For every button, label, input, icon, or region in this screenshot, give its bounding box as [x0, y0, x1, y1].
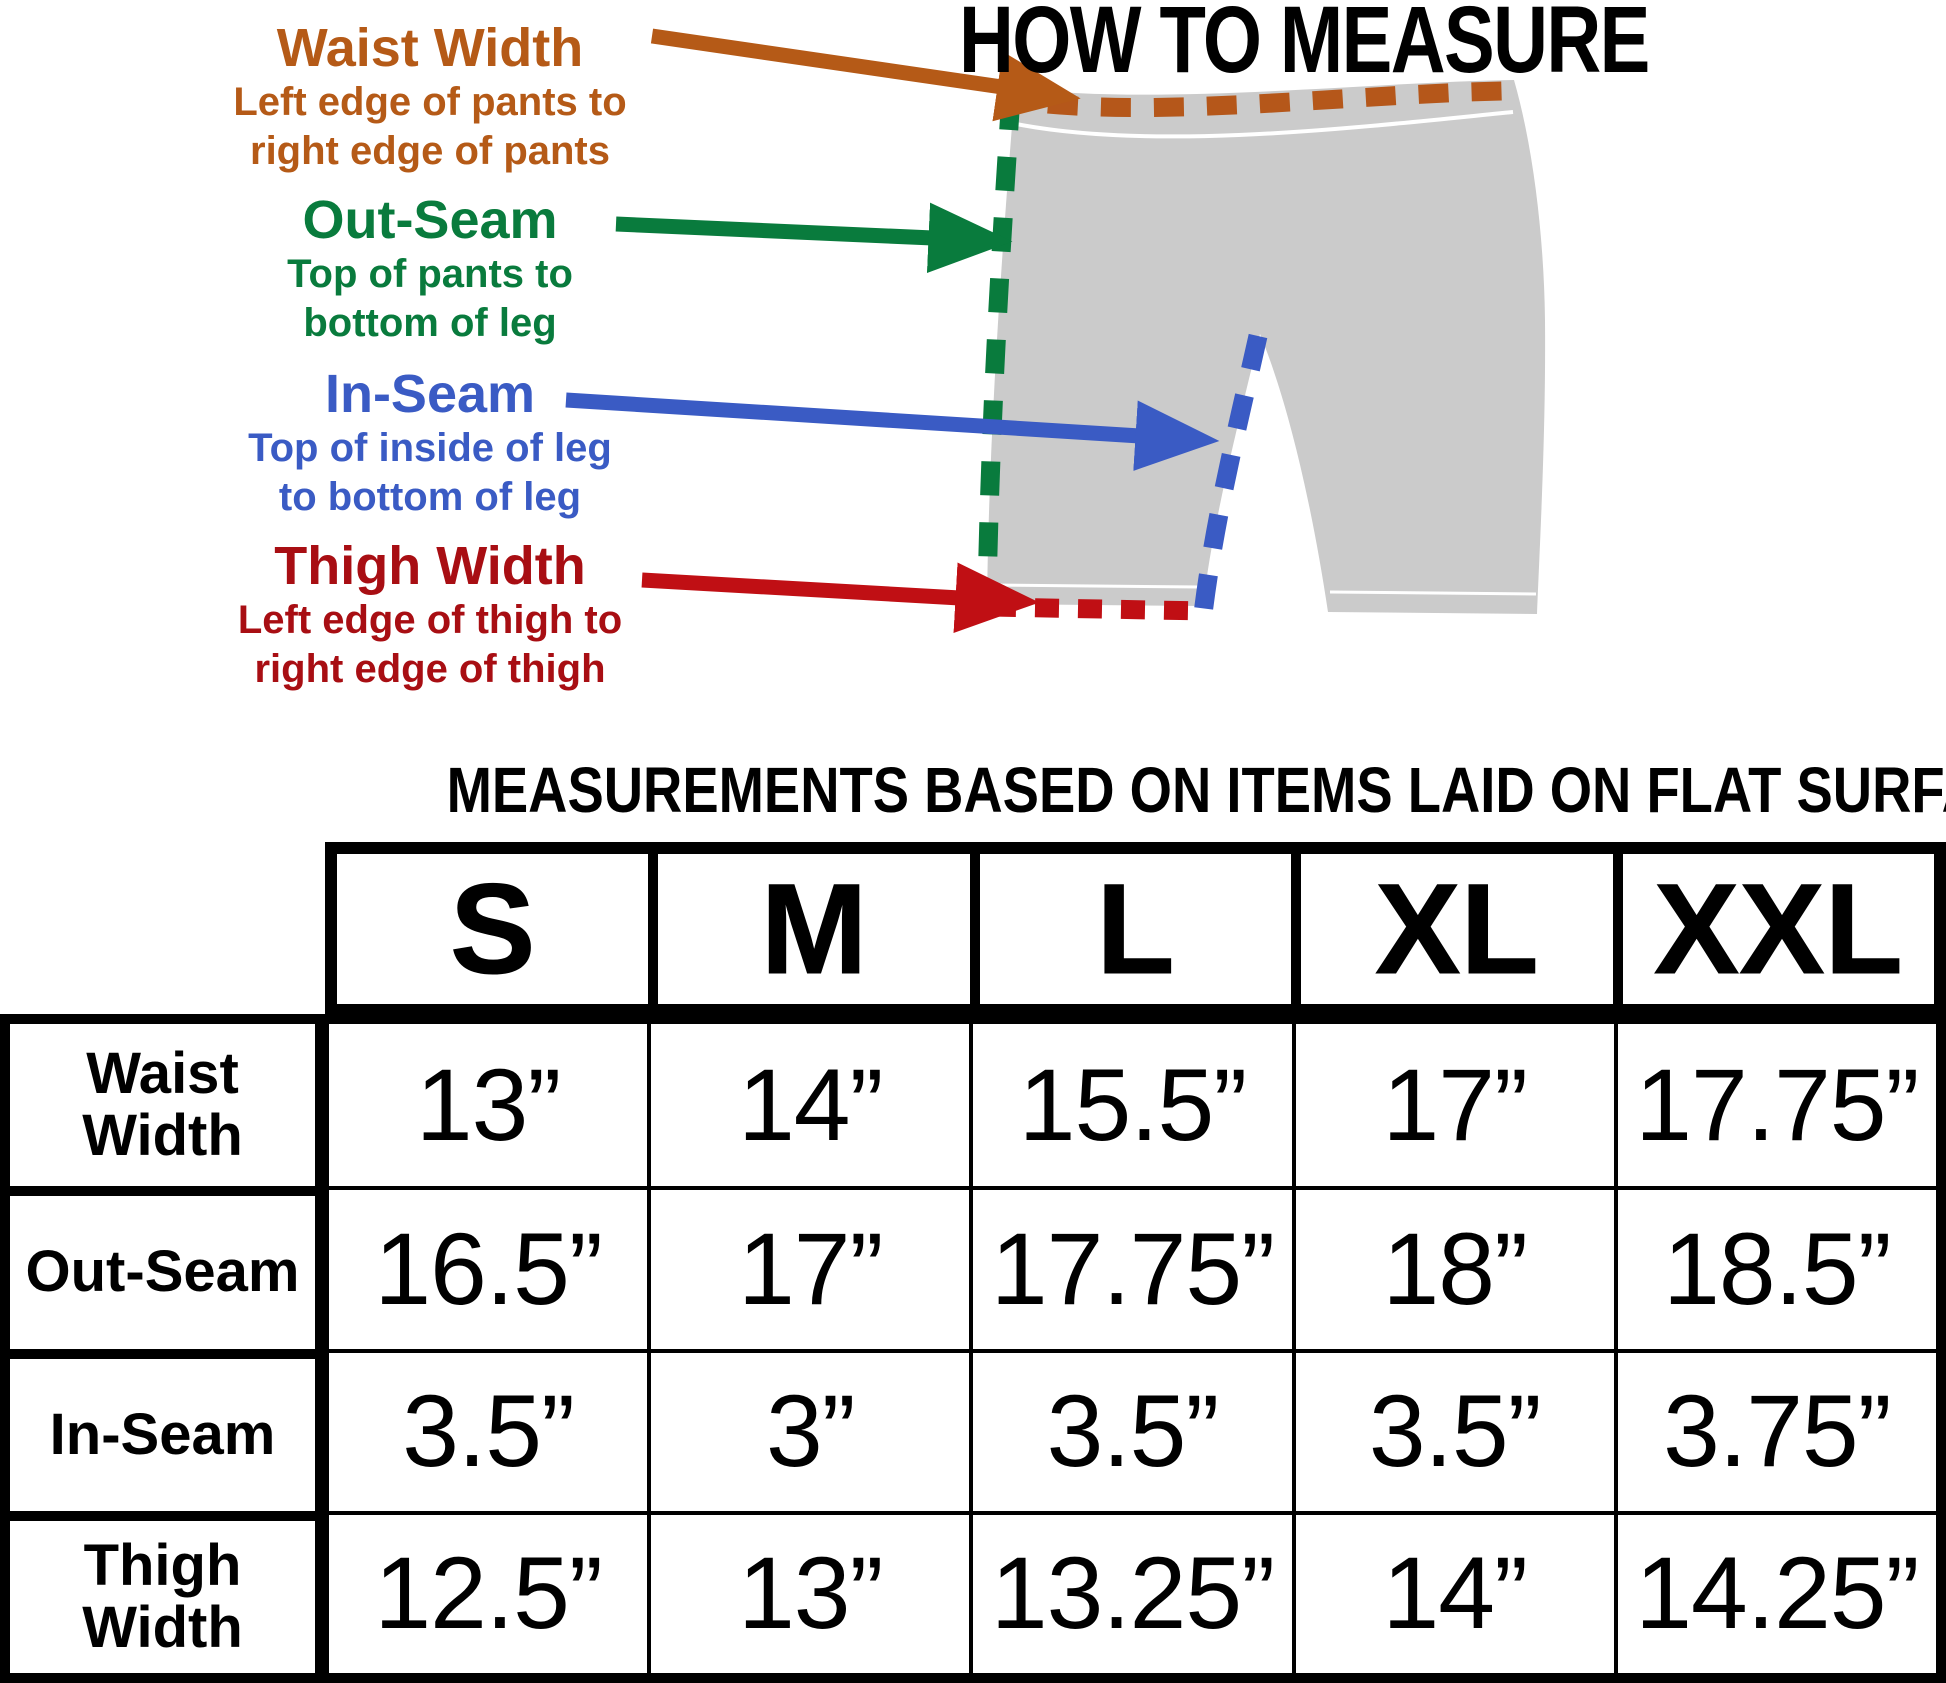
size-column-xl: XL — [1291, 854, 1612, 1004]
waist-width-description: Left edge of pants to right edge of pant… — [233, 80, 627, 173]
waist-arrow — [650, 28, 1081, 122]
out-seam-l: 17.75” — [969, 1186, 1292, 1349]
inseam-dashed-line — [1192, 333, 1268, 624]
page-title: HOW TO MEASURE — [959, 0, 1650, 93]
waist-width-s: 13” — [325, 1024, 647, 1187]
inseam-arrow — [565, 392, 1220, 471]
in-seam-label: In-Seam — [324, 364, 536, 424]
thigh-width-l: 13.25” — [969, 1510, 1292, 1673]
waistband-line — [1015, 110, 1514, 139]
in-seam-xxl: 3.75” — [1613, 1348, 1936, 1511]
thigh-width-s: 12.5” — [325, 1510, 648, 1673]
out-seam-m: 17” — [647, 1186, 970, 1349]
row-label-thigh-width: Thigh Width — [10, 1510, 325, 1673]
in-seam-l: 3.5” — [969, 1348, 1292, 1511]
waist-width-xxl: 17.75” — [1613, 1024, 1936, 1187]
row-label-in-seam: In-Seam — [10, 1348, 325, 1511]
label-group-out-seam: Out-Seam Top of pants to bottom of leg — [30, 192, 830, 348]
outseam-dashed-line — [977, 95, 1021, 599]
size-column-xxl: XXL — [1612, 854, 1934, 1004]
row-label-out-seam: Out-Seam — [10, 1186, 325, 1349]
size-column-m: M — [648, 854, 969, 1004]
thigh-dashed-line — [991, 597, 1207, 621]
thigh-arrow — [641, 562, 1040, 633]
row-label-waist-width: Waist Width — [10, 1024, 325, 1187]
size-column-l: L — [969, 854, 1291, 1004]
size-column-s: S — [450, 857, 536, 1001]
waist-dashed-line — [1047, 81, 1503, 118]
measurements-table: Waist Width 13” 14” 15.5” 17” 17.75” Out… — [0, 1014, 1946, 1683]
size-header-row: S M L XL XXL — [325, 842, 1946, 1016]
waist-width-l: 15.5” — [969, 1024, 1291, 1187]
in-seam-s: 3.5” — [325, 1348, 648, 1511]
in-seam-description: Top of inside of leg to bottom of leg — [248, 426, 612, 519]
label-group-waist-width: Waist Width Left edge of pants to right … — [30, 20, 830, 176]
in-seam-xl: 3.5” — [1291, 1348, 1614, 1511]
in-seam-m: 3” — [647, 1348, 970, 1511]
waist-width-m: 14” — [647, 1024, 969, 1187]
right-hem-line — [1329, 590, 1537, 596]
label-group-in-seam: In-Seam Top of inside of leg to bottom o… — [30, 366, 830, 522]
outseam-arrow — [615, 202, 1013, 274]
shorts-measure-diagram — [565, 28, 1546, 633]
out-seam-description: Top of pants to bottom of leg — [287, 252, 573, 345]
waist-width-label: Waist Width — [276, 18, 584, 78]
table-heading: MEASUREMENTS BASED ON ITEMS LAID ON FLAT… — [446, 754, 1946, 826]
shorts-silhouette — [987, 80, 1546, 614]
waist-width-xl: 17” — [1291, 1024, 1614, 1187]
out-seam-s: 16.5” — [325, 1186, 648, 1349]
out-seam-xl: 18” — [1291, 1186, 1614, 1349]
out-seam-xxl: 18.5” — [1613, 1186, 1936, 1349]
left-hem-line — [989, 583, 1202, 589]
thigh-width-xl: 14” — [1291, 1510, 1614, 1673]
label-group-thigh-width: Thigh Width Left edge of thigh to right … — [30, 538, 830, 694]
out-seam-label: Out-Seam — [302, 190, 558, 250]
thigh-width-label: Thigh Width — [274, 536, 586, 596]
thigh-width-xxl: 14.25” — [1613, 1510, 1936, 1673]
thigh-width-description: Left edge of thigh to right edge of thig… — [237, 598, 623, 691]
thigh-width-m: 13” — [647, 1510, 970, 1673]
